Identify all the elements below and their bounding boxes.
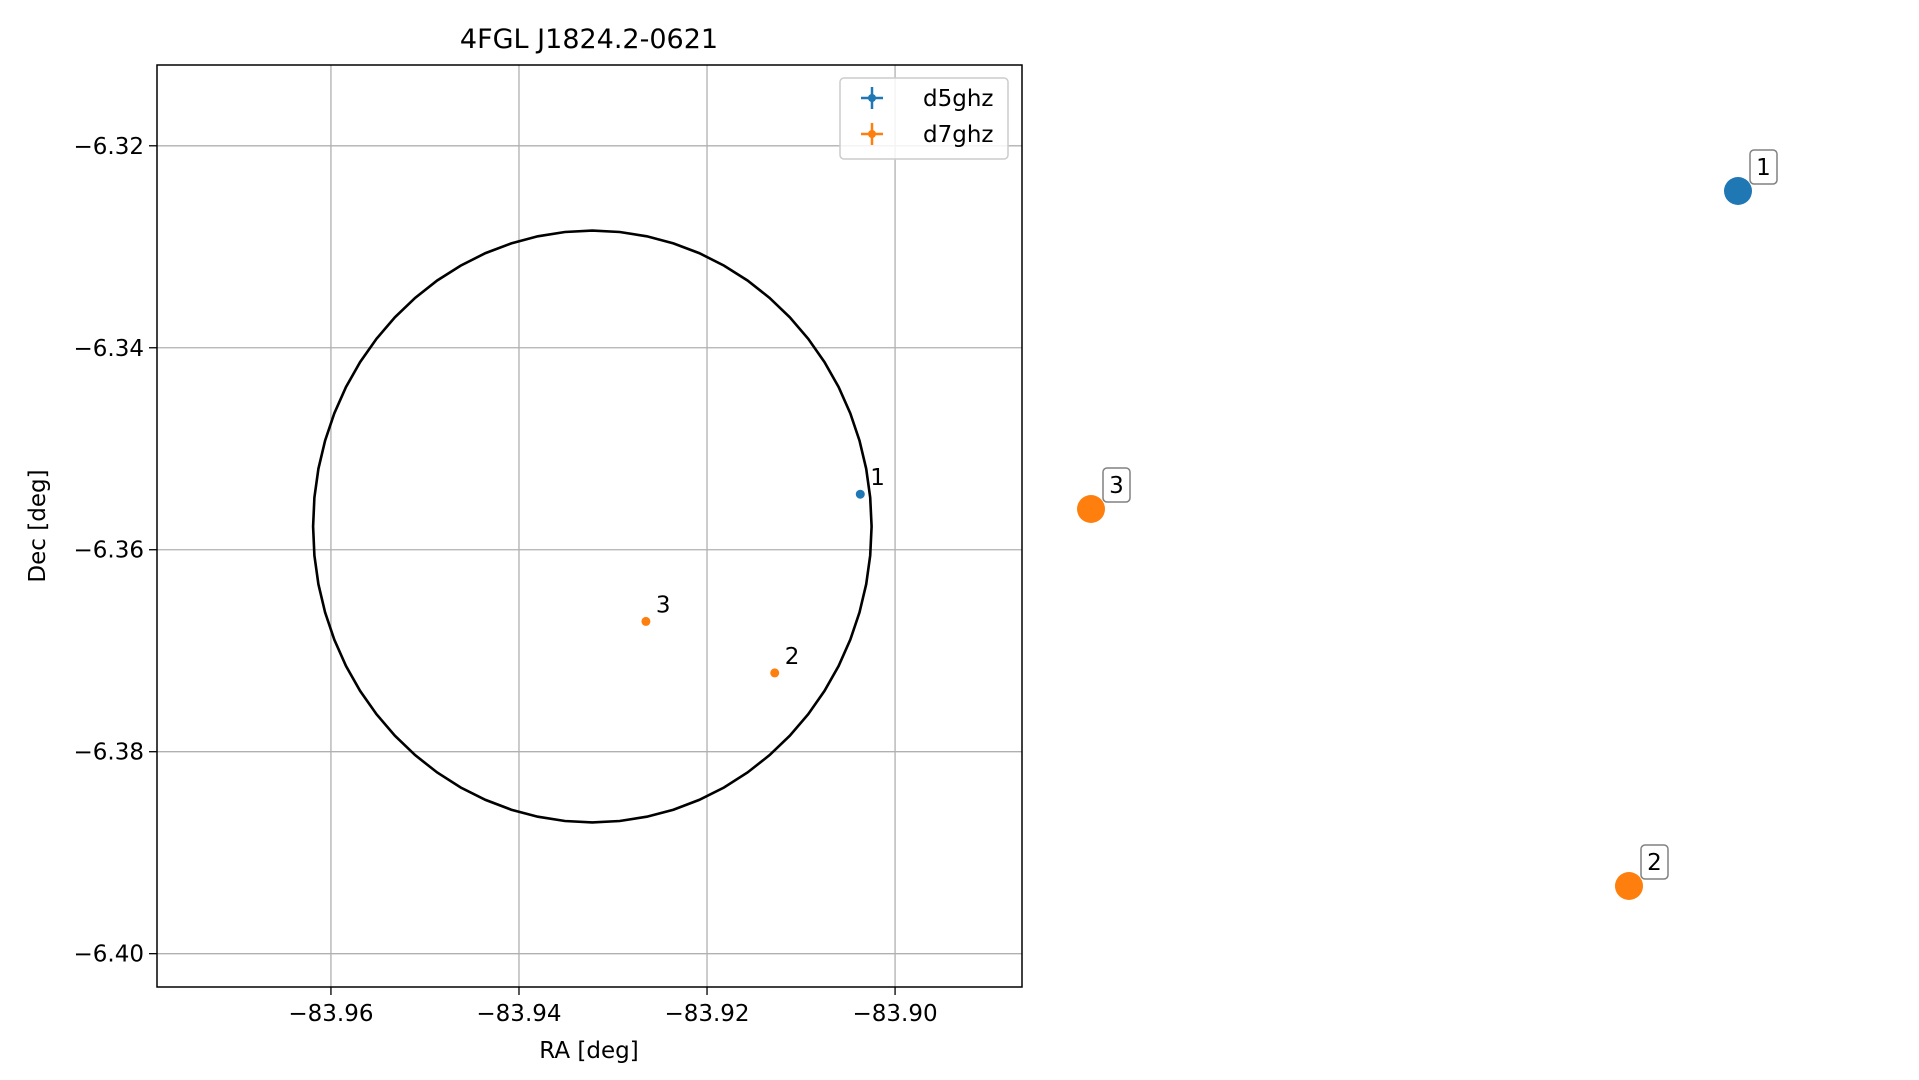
y-tick-label: −6.34 (74, 336, 144, 362)
y-tick-label: −6.32 (74, 134, 144, 160)
legend-label: d7ghz (923, 122, 993, 148)
point-label: 3 (656, 592, 671, 618)
legend-marker-dot (868, 130, 876, 138)
localization-ellipse (311, 229, 873, 824)
side-marker-label-box (1102, 467, 1131, 503)
x-axis-label: RA [deg] (539, 1038, 638, 1064)
legend: d5ghz d7ghz (839, 77, 1009, 160)
y-tick-label: −6.38 (74, 740, 144, 766)
point-label: 2 (785, 644, 800, 670)
side-marker-label: 1 (1756, 155, 1771, 181)
side-marker-label-box (1640, 844, 1669, 880)
axis-ticks: −83.96 −83.94 −83.92 −83.90 −6.32 −6.34 −6.36 −… (74, 134, 938, 1027)
side-marker-dot (1724, 177, 1752, 205)
point-label: 1 (870, 465, 885, 491)
side-markers: 1 3 2 (1077, 149, 1778, 900)
data-points: 1 2 3 (641, 465, 885, 678)
plot-frame (156, 64, 1023, 988)
legend-label: d5ghz (923, 86, 993, 112)
x-tick-label: −83.92 (664, 1001, 749, 1027)
data-point-d5ghz-1 (855, 489, 865, 499)
legend-marker-dot (868, 94, 876, 102)
y-tick-label: −6.36 (74, 538, 144, 564)
side-marker-label: 2 (1647, 850, 1662, 876)
side-marker-label-box (1749, 149, 1778, 185)
y-axis-label: Dec [deg] (25, 469, 51, 582)
data-point-d7ghz-2 (770, 668, 780, 678)
x-tick-label: −83.94 (476, 1001, 561, 1027)
grid-lines (157, 65, 1022, 987)
x-tick-label: −83.90 (853, 1001, 938, 1027)
side-marker-dot (1077, 495, 1105, 523)
data-point-d7ghz-3 (641, 616, 651, 626)
side-marker-dot (1615, 872, 1643, 900)
y-tick-label: −6.40 (74, 942, 144, 968)
x-tick-label: −83.96 (288, 1001, 373, 1027)
side-marker-label: 3 (1109, 473, 1124, 499)
chart-title: 4FGL J1824.2-0621 (460, 24, 718, 55)
